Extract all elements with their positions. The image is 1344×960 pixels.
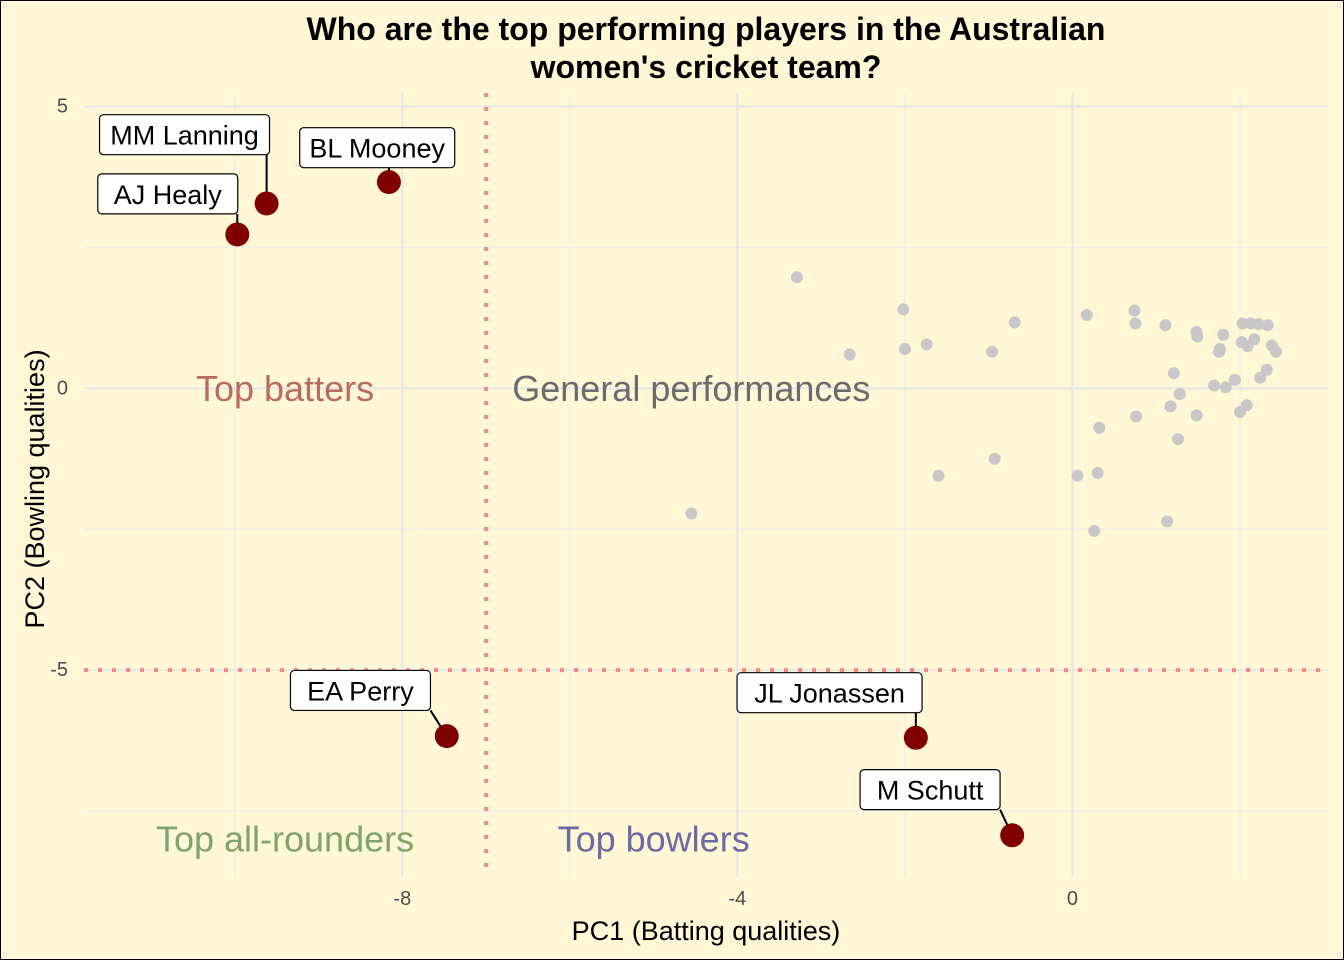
- player-label-text: M Schutt: [877, 776, 984, 806]
- highlighted-players: [225, 170, 1025, 848]
- player-label-box: [859, 769, 1001, 811]
- x-tick-label-1: -4: [729, 888, 747, 910]
- other-player-point: [1240, 399, 1253, 412]
- region-label-2: Top all-rounders: [156, 819, 414, 860]
- reference-lines: [84, 93, 1328, 877]
- other-player-point: [1130, 410, 1143, 423]
- axis-ticks: -8 -4 0 5 0 -5: [50, 96, 1078, 910]
- region-label-0: Top batters: [196, 368, 374, 409]
- other-player-point: [1071, 469, 1084, 482]
- other-player-point: [1219, 381, 1232, 394]
- other-player-point: [920, 338, 933, 351]
- player-label-box: [299, 127, 456, 169]
- other-player-point: [986, 345, 999, 358]
- player-labels: MM Lanning AJ Healy BL Mooney EA Perry JL Jo…: [97, 114, 1001, 811]
- highlighted-player-point: [903, 725, 928, 750]
- player-label-box: [98, 114, 271, 156]
- y-tick-label-1: 0: [57, 377, 68, 399]
- other-player-point: [897, 303, 910, 316]
- other-player-point: [932, 469, 945, 482]
- other-player-point: [1217, 328, 1230, 341]
- other-player-point: [1093, 421, 1106, 434]
- other-player-point: [1252, 318, 1265, 331]
- player-label-text: MM Lanning: [110, 121, 259, 151]
- player-label-text: EA Perry: [307, 676, 414, 706]
- region-label-1: General performances: [512, 368, 870, 409]
- player-label-box: [97, 173, 239, 215]
- y-tick-label-2: -5: [50, 659, 68, 681]
- other-player-point: [1229, 373, 1242, 386]
- player-label-box: [289, 669, 432, 712]
- other-players: [685, 271, 1283, 537]
- grid: [84, 93, 1328, 877]
- other-player-point: [1261, 319, 1274, 332]
- other-player-point: [1213, 342, 1226, 355]
- player-label-text: BL Mooney: [309, 134, 445, 164]
- other-player-point: [1248, 333, 1261, 346]
- other-player-point: [1254, 371, 1267, 384]
- highlighted-player-point: [254, 191, 279, 216]
- other-player-point: [1191, 330, 1204, 343]
- region-label-3: Top bowlers: [558, 819, 750, 860]
- y-axis-title: PC2 (Bowling qualities): [20, 349, 50, 628]
- highlighted-player-point: [225, 222, 250, 247]
- other-player-point: [1167, 367, 1180, 380]
- other-player-point: [988, 452, 1001, 465]
- region-labels: Top batters General performances Top all-r…: [156, 368, 870, 860]
- other-player-point: [1091, 466, 1104, 479]
- other-player-point: [1161, 515, 1174, 528]
- highlighted-player-point: [1000, 823, 1025, 848]
- y-tick-label-0: 5: [57, 96, 68, 118]
- other-player-point: [1190, 409, 1203, 422]
- other-player-point: [1260, 363, 1273, 376]
- player-label-box: [736, 672, 923, 714]
- other-player-point: [1208, 379, 1221, 392]
- other-player-point: [1164, 400, 1177, 413]
- other-player-point: [1270, 345, 1283, 358]
- other-player-point: [1129, 317, 1142, 330]
- x-tick-label-0: -8: [393, 888, 411, 910]
- other-player-point: [685, 507, 698, 520]
- x-tick-label-2: 0: [1067, 888, 1078, 910]
- x-axis-title: PC1 (Batting qualities): [572, 916, 841, 946]
- chart-title-line-1: Who are the top performing players in th…: [307, 11, 1106, 47]
- other-player-point: [1088, 524, 1101, 537]
- other-player-point: [1128, 304, 1141, 317]
- other-player-point: [1159, 319, 1172, 332]
- chart-title-line-2: women's cricket team?: [530, 49, 882, 85]
- other-player-point: [843, 348, 856, 361]
- highlighted-player-point: [376, 170, 401, 195]
- other-player-point: [790, 271, 803, 284]
- other-player-point: [898, 342, 911, 355]
- other-player-point: [1236, 317, 1249, 330]
- player-label-text: AJ Healy: [114, 180, 223, 210]
- player-label-text: JL Jonassen: [754, 679, 905, 709]
- highlighted-player-point: [434, 724, 459, 749]
- other-player-point: [1172, 433, 1185, 446]
- other-player-point: [1173, 387, 1186, 400]
- other-player-point: [1080, 309, 1093, 322]
- other-player-point: [1008, 316, 1021, 329]
